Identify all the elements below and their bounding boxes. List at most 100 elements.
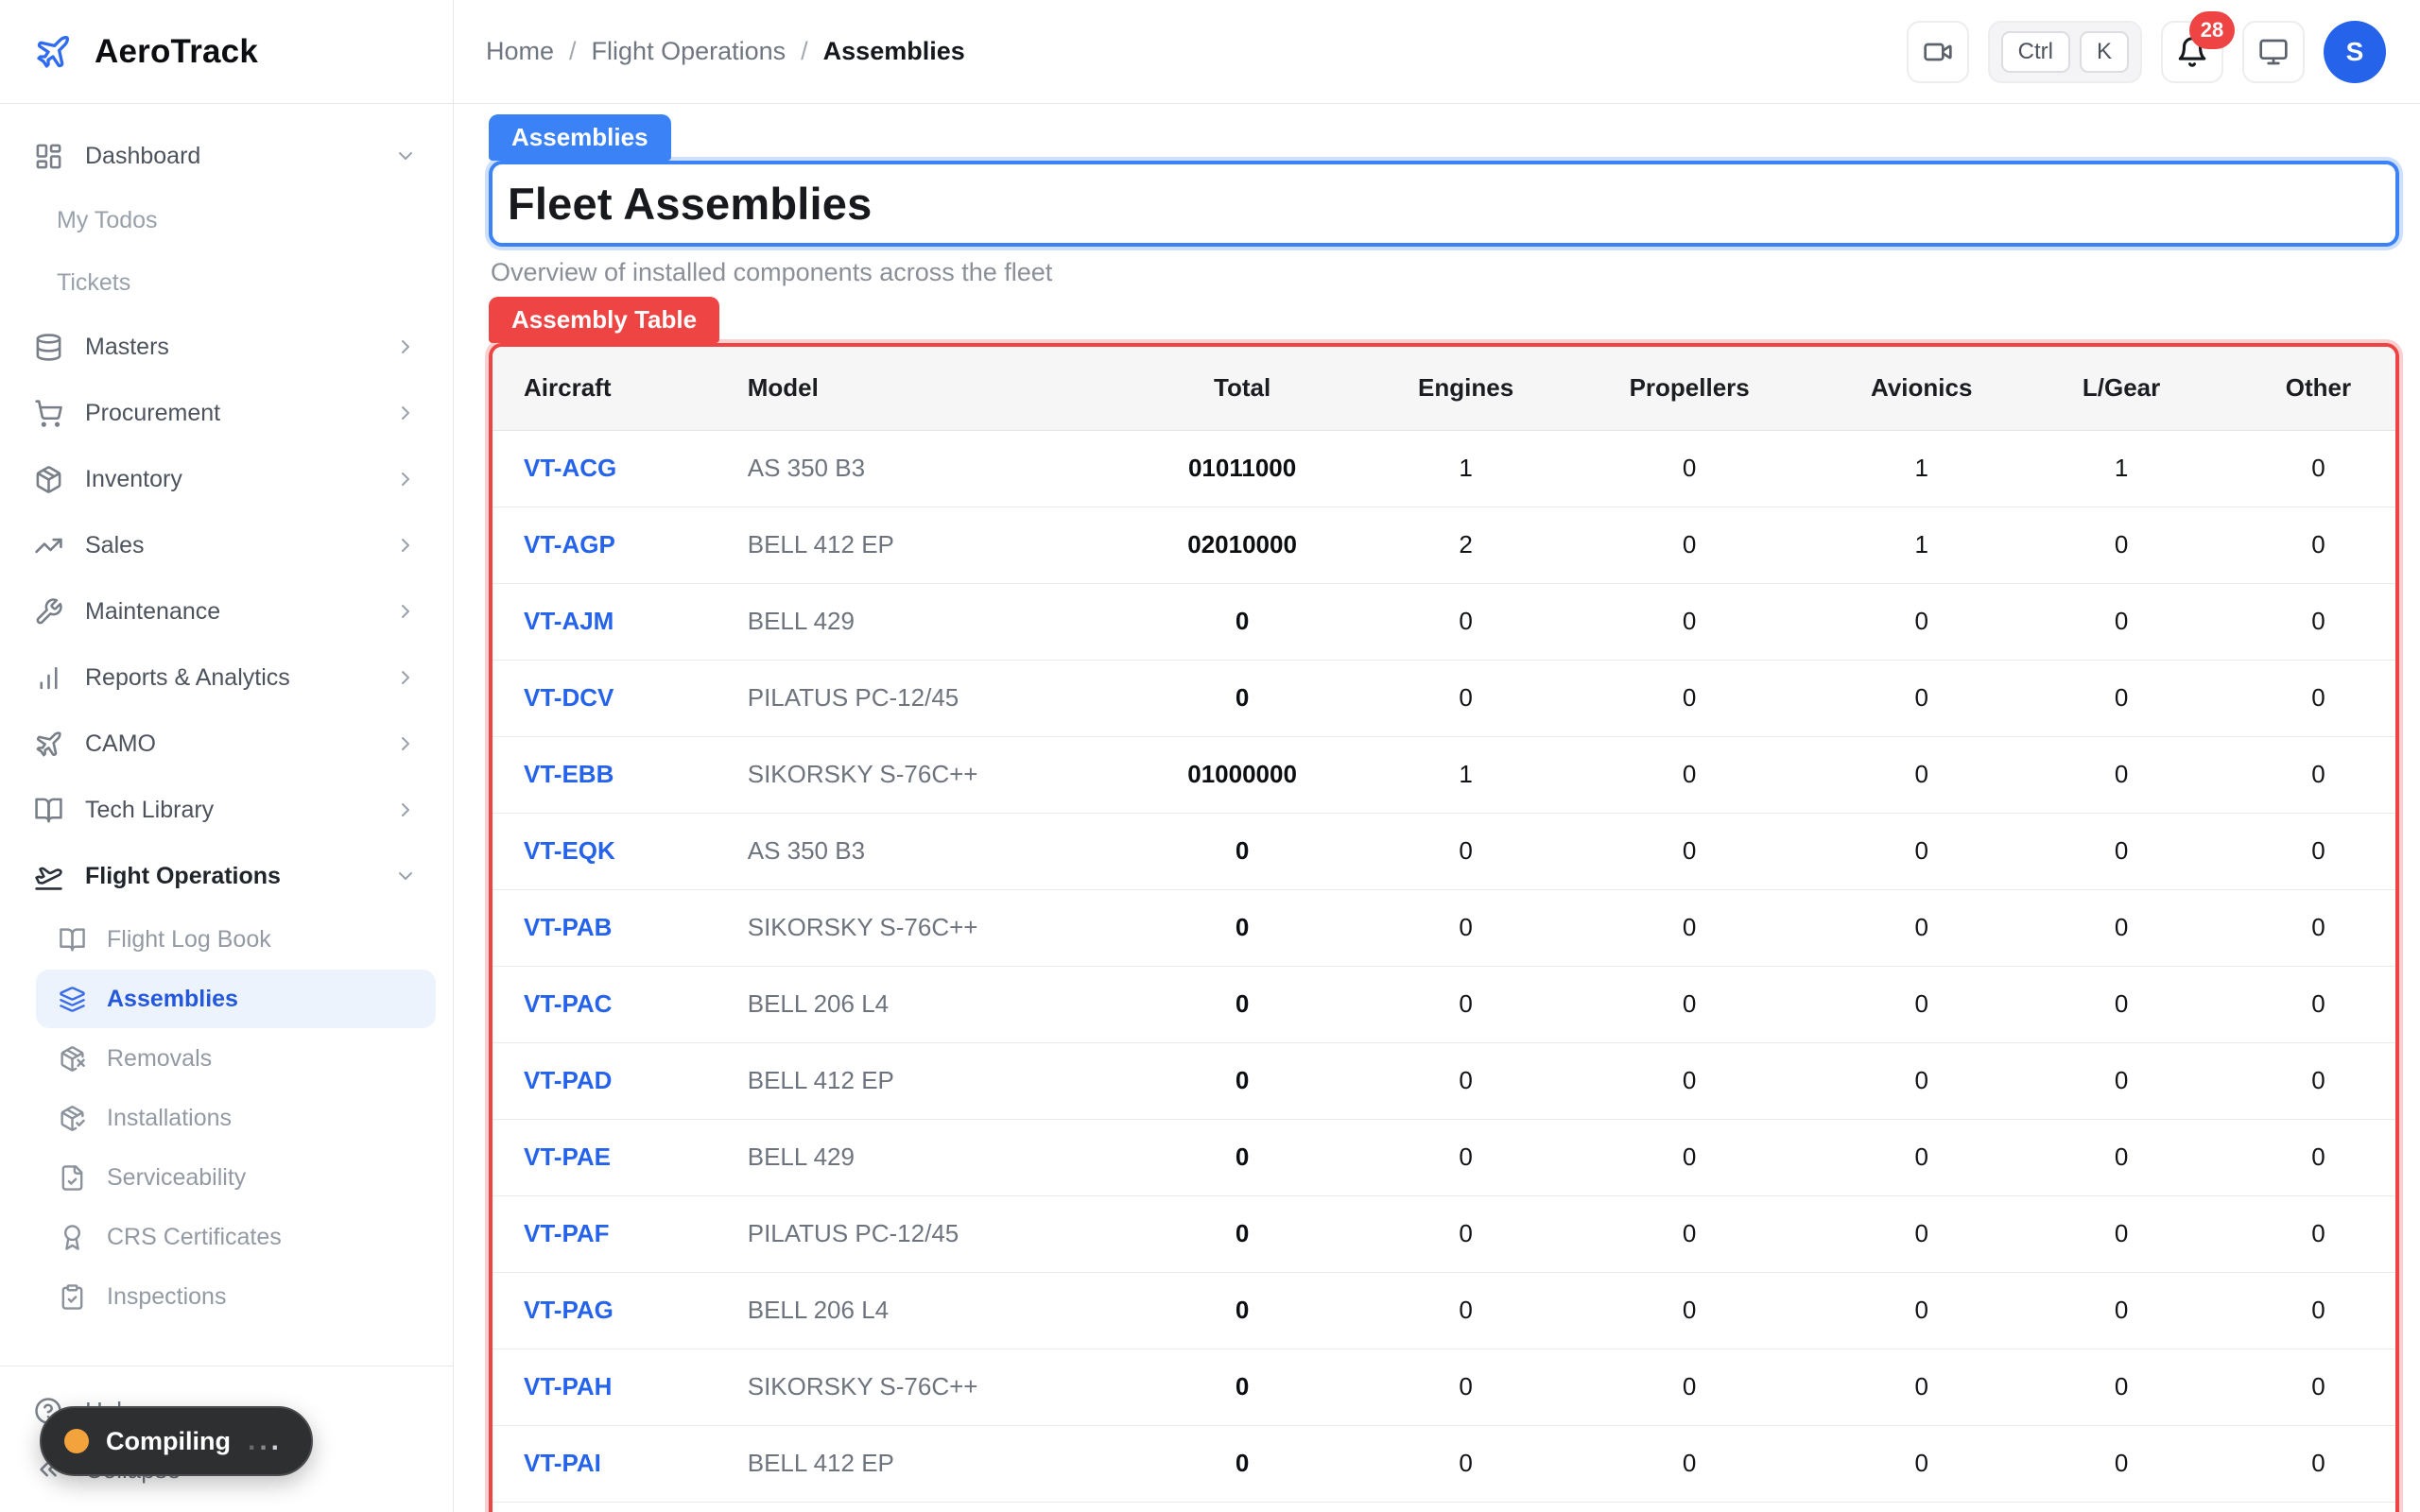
aircraft-link[interactable]: VT-PAH — [493, 1349, 748, 1426]
aircraft-link[interactable]: VT-AJM — [493, 583, 748, 661]
sidebar-item-label: Removals — [107, 1044, 213, 1072]
propellers-cell: 0 — [1537, 660, 1842, 737]
sidebar-item-installations[interactable]: Installations — [36, 1089, 436, 1147]
aircraft-link[interactable]: VT-PAJ — [493, 1502, 748, 1512]
model-cell: PILATUS PC-12/45 — [747, 1195, 1091, 1273]
column-header-model: Model — [747, 347, 1091, 431]
aircraft-link[interactable]: VT-AGP — [493, 507, 748, 584]
table-row: VT-PAC BELL 206 L4 0 0 0 0 0 0 — [493, 966, 2395, 1043]
plane-logo-icon — [34, 33, 72, 71]
sidebar-item-masters[interactable]: Masters — [0, 314, 453, 380]
other-cell: 0 — [2240, 1349, 2395, 1426]
l-gear-cell: 0 — [2001, 1195, 2241, 1273]
engines-cell: 0 — [1394, 1425, 1538, 1503]
notifications-button[interactable]: 28 — [2161, 10, 2235, 83]
sidebar-nav: Dashboard My Todos Tickets Masters Procureme… — [0, 104, 453, 1366]
propellers-cell: 0 — [1537, 1272, 1842, 1349]
sidebar-item-label: CRS Certificates — [107, 1223, 282, 1250]
sidebar-item-procurement[interactable]: Procurement — [0, 380, 453, 446]
other-cell: 0 — [2240, 583, 2395, 661]
command-palette-shortcut[interactable]: Ctrl K — [1987, 20, 2142, 83]
sidebar-item-label: CAMO — [85, 730, 156, 757]
sidebar-item-maintenance[interactable]: Maintenance — [0, 578, 453, 644]
avionics-cell: 0 — [1841, 889, 2002, 967]
sidebar: AeroTrack Dashboard My Todos Tickets Master… — [0, 0, 454, 1512]
l-gear-cell: 0 — [2001, 583, 2241, 661]
l-gear-cell: 0 — [2001, 1425, 2241, 1503]
main-pane: Home / Flight Operations / Assemblies Ct… — [454, 0, 2420, 1512]
sidebar-item-inspections[interactable]: Inspections — [36, 1267, 436, 1326]
table-row: VT-PAG BELL 206 L4 0 0 0 0 0 0 — [493, 1272, 2395, 1349]
other-cell: 0 — [2240, 1425, 2395, 1503]
aircraft-link[interactable]: VT-ACG — [493, 430, 748, 507]
page-content: Assemblies Fleet Assemblies Overview of … — [454, 104, 2420, 1512]
model-cell: BELL 206 L4 — [747, 1272, 1091, 1349]
other-cell: 0 — [2240, 1195, 2395, 1273]
sidebar-item-tech-library[interactable]: Tech Library — [0, 777, 453, 843]
engines-cell: 0 — [1394, 966, 1538, 1043]
shopping-cart-icon — [34, 399, 63, 428]
video-call-button[interactable] — [1906, 20, 1969, 83]
aircraft-link[interactable]: VT-PAE — [493, 1119, 748, 1196]
engines-cell: 2 — [1394, 507, 1538, 584]
aircraft-link[interactable]: VT-PAC — [493, 966, 748, 1043]
sidebar-item-sales[interactable]: Sales — [0, 512, 453, 578]
aircraft-link[interactable]: VT-PAI — [493, 1425, 748, 1503]
sidebar-item-my-todos[interactable]: My Todos — [0, 189, 453, 251]
package-icon — [34, 465, 63, 494]
aircraft-link[interactable]: VT-EBB — [493, 736, 748, 814]
sidebar-item-inventory[interactable]: Inventory — [0, 446, 453, 512]
chevron-right-icon — [394, 335, 417, 358]
avionics-cell: 1 — [1841, 507, 2002, 584]
sidebar-item-flight-operations[interactable]: Flight Operations — [0, 843, 453, 909]
sidebar-item-dashboard[interactable]: Dashboard — [0, 123, 453, 189]
breadcrumb-flight-operations[interactable]: Flight Operations — [591, 37, 786, 65]
chevron-right-icon — [394, 468, 417, 490]
propellers-cell: 0 — [1537, 1042, 1842, 1120]
aircraft-link[interactable]: VT-PAD — [493, 1042, 748, 1120]
toast-status-dot — [64, 1429, 89, 1453]
sidebar-item-tickets[interactable]: Tickets — [0, 251, 453, 314]
sidebar-item-assemblies[interactable]: Assemblies — [36, 970, 436, 1028]
propellers-cell: 0 — [1537, 813, 1842, 890]
aircraft-link[interactable]: VT-PAB — [493, 889, 748, 967]
model-cell: BELL 429 — [747, 1119, 1091, 1196]
aircraft-link[interactable]: VT-EQK — [493, 813, 748, 890]
layers-icon — [59, 986, 86, 1013]
total-cell: 01000000 — [1090, 736, 1395, 814]
aircraft-link[interactable]: VT-PAG — [493, 1272, 748, 1349]
table-row: VT-PAB SIKORSKY S-76C++ 0 0 0 0 0 0 — [493, 889, 2395, 967]
wrench-icon — [34, 597, 63, 627]
aircraft-link[interactable]: VT-DCV — [493, 660, 748, 737]
assembly-table: Aircraft Model Total Engines Propellers Avion… — [493, 347, 2395, 1512]
clipboard-check-icon — [59, 1283, 86, 1311]
notification-count-badge: 28 — [2189, 10, 2235, 49]
total-cell: 0 — [1090, 813, 1395, 890]
sidebar-item-flight-log-book[interactable]: Flight Log Book — [36, 910, 436, 969]
video-camera-icon — [1923, 37, 1953, 67]
model-cell: SIKORSKY S-76C++ — [747, 889, 1091, 967]
engines-cell: 1 — [1394, 736, 1538, 814]
sidebar-item-label: Procurement — [85, 399, 221, 426]
user-avatar[interactable]: S — [2324, 20, 2386, 83]
sidebar-item-reports-and-analytics[interactable]: Reports & Analytics — [0, 644, 453, 711]
avionics-cell: 0 — [1841, 1272, 2002, 1349]
other-cell: 0 — [2240, 507, 2395, 584]
total-cell: 0 — [1090, 966, 1395, 1043]
app-title: AeroTrack — [95, 32, 259, 70]
display-settings-button[interactable] — [2242, 20, 2305, 83]
app-logo[interactable]: AeroTrack — [0, 0, 453, 104]
l-gear-cell: 1 — [2001, 430, 2241, 507]
l-gear-cell: 0 — [2001, 507, 2241, 584]
engines-cell: 0 — [1394, 813, 1538, 890]
aircraft-link[interactable]: VT-PAF — [493, 1195, 748, 1273]
sidebar-item-camo[interactable]: CAMO — [0, 711, 453, 777]
breadcrumb-home[interactable]: Home — [486, 37, 555, 65]
title-inspect-box: Fleet Assemblies — [489, 161, 2399, 247]
sidebar-item-crs-certificates[interactable]: CRS Certificates — [36, 1208, 436, 1266]
sidebar-item-serviceability[interactable]: Serviceability — [36, 1148, 436, 1207]
chevron-right-icon — [394, 600, 417, 623]
sidebar-item-removals[interactable]: Removals — [36, 1029, 436, 1088]
avionics-cell: 0 — [1841, 1195, 2002, 1273]
